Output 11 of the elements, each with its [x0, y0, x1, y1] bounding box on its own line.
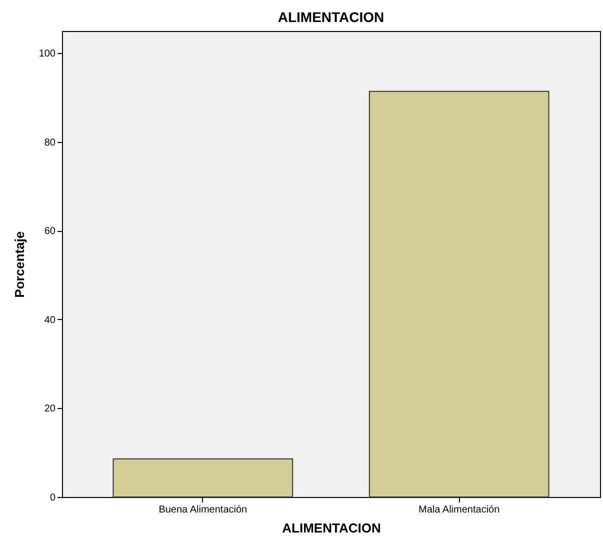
y-axis-title: Porcentaje — [12, 231, 27, 298]
y-tick-label: 100 — [38, 48, 56, 60]
y-tick-label: 60 — [44, 226, 56, 238]
x-tick-label: Buena Alimentación — [158, 504, 248, 516]
x-axis-title: ALIMENTACION — [282, 520, 381, 536]
y-tick-label: 40 — [44, 314, 56, 326]
x-tick-label: Mala Alimentación — [418, 504, 500, 516]
chart-title: ALIMENTACION — [278, 9, 384, 25]
y-tick-label: 80 — [44, 137, 56, 148]
y-tick-label: 0 — [50, 492, 56, 504]
y-tick-label: 20 — [44, 404, 56, 415]
